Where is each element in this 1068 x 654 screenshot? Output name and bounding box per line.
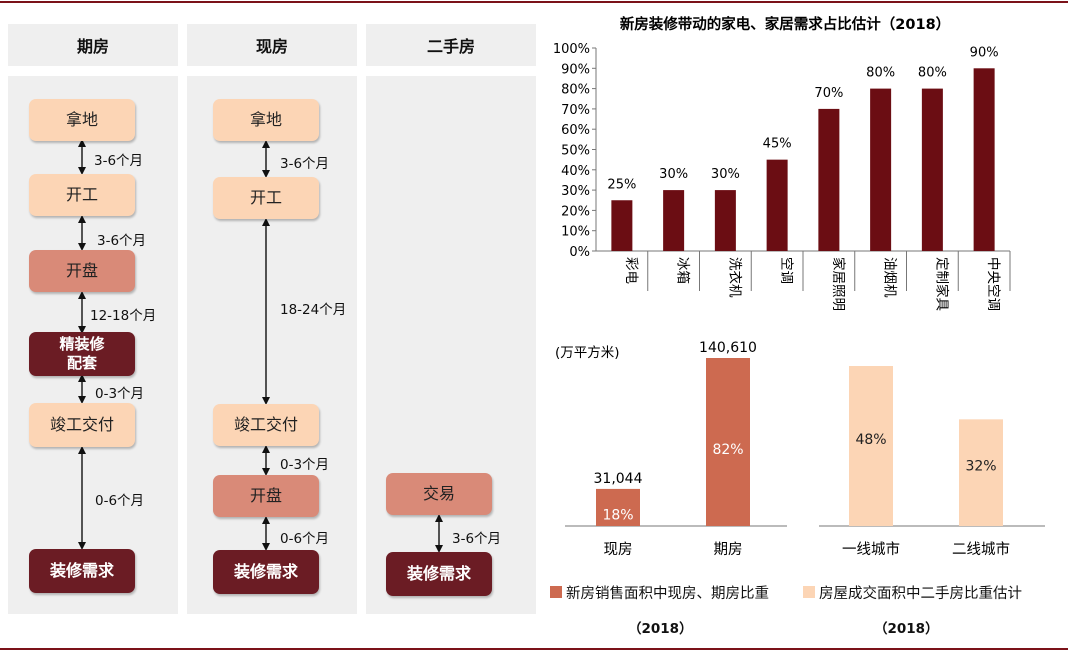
chart-demand-share: 新房装修带动的家电、家居需求占比估计（2018） 0% 10% 20% 30% 40% 50… <box>553 15 1011 311</box>
chart1-value-label: 30% <box>659 167 688 182</box>
chart1-value-label: 45% <box>763 137 792 152</box>
chart1-y-tick-label: 10% <box>561 225 590 240</box>
chart1-y-tick-label: 50% <box>561 144 590 159</box>
flow-arrows <box>78 139 443 553</box>
chart1-bar <box>611 200 633 251</box>
step-c1-demand: 装修需求 <box>29 549 135 593</box>
step-c2-demand: 装修需求 <box>213 550 319 594</box>
chart2-category-label: 现房 <box>604 541 633 558</box>
step-c3-trade: 交易 <box>386 473 492 515</box>
chart-sales-area: (万平方米) 31,044 18% 现房 140,610 82% 期房 48% 一线城市 32% 二… <box>555 340 1045 558</box>
column-header-completed: 现房 <box>187 24 357 66</box>
chart1-x-tick-label: 彩电 <box>623 257 639 284</box>
chart1-value-label: 80% <box>866 66 895 81</box>
chart1-x-tick-label: 中央空调 <box>985 257 1001 311</box>
chart1-bar <box>818 108 840 252</box>
chart1-value-label: 25% <box>607 177 636 192</box>
chart1-bar <box>663 190 685 251</box>
chart2-share-label: 82% <box>712 442 743 458</box>
step-c1-decoration: 精装修 配套 <box>29 332 135 376</box>
chart1-x-tick-label: 冰箱 <box>675 257 691 284</box>
step-c2-start: 开工 <box>213 177 319 219</box>
column-header-presale: 期房 <box>8 24 178 66</box>
chart2-bar-a <box>706 358 750 526</box>
step-c3-demand: 装修需求 <box>386 552 492 596</box>
bottom-rule <box>0 648 1068 650</box>
step-c2-delivery: 竣工交付 <box>213 404 319 446</box>
chart1-y-tick-label: 30% <box>561 184 590 199</box>
duration-c2-3: 0-3个月 <box>280 457 330 473</box>
chart1-value-label: 80% <box>918 66 947 81</box>
duration-c2-4: 0-6个月 <box>280 531 330 547</box>
chart2-category-label: 一线城市 <box>842 541 900 558</box>
step-c2-open: 开盘 <box>213 475 319 517</box>
chart2-bar-b <box>959 419 1003 526</box>
chart1-y-tick-label: 20% <box>561 204 590 219</box>
legend-year-newhome: （2018） <box>628 621 693 637</box>
legend-swatch-salmon <box>550 586 562 598</box>
chart1-x-tick-label: 油烟机 <box>882 257 898 298</box>
duration-c3-1: 3-6个月 <box>452 531 502 547</box>
chart1-value-label: 30% <box>711 167 740 182</box>
duration-c1-5: 0-6个月 <box>95 493 145 509</box>
chart1-x-tick-label: 洗衣机 <box>726 257 742 298</box>
chart2-bar-b <box>849 366 893 526</box>
chart1-value-label: 70% <box>814 86 843 101</box>
legend-swatch-peach <box>803 586 815 598</box>
chart1-bar <box>870 88 892 251</box>
chart2-category-label: 二线城市 <box>952 541 1010 558</box>
chart1-y-tick-label: 40% <box>561 164 590 179</box>
duration-c1-4: 0-3个月 <box>95 386 145 402</box>
duration-c2-2: 18-24个月 <box>280 302 347 318</box>
step-c1-land: 拿地 <box>29 99 135 141</box>
chart1-bar <box>921 88 943 251</box>
step-c1-open: 开盘 <box>29 250 135 292</box>
legend-year-secondhand: （2018） <box>874 621 939 637</box>
chart2-value-label: 31,044 <box>594 471 643 487</box>
chart1-bar <box>766 159 788 251</box>
column-header-secondhand: 二手房 <box>366 24 536 66</box>
chart1-y-tick-label: 80% <box>561 83 590 98</box>
chart1-bar <box>714 190 736 251</box>
chart1-y-tick-label: 90% <box>561 62 590 77</box>
chart2-share-label: 48% <box>855 432 886 448</box>
chart2-category-label: 期房 <box>714 541 743 558</box>
duration-c1-1: 3-6个月 <box>94 153 144 169</box>
chart1-y-tick-label: 60% <box>561 123 590 138</box>
duration-c1-2: 3-6个月 <box>97 233 147 249</box>
chart1-x-tick-label: 空调 <box>778 257 794 284</box>
chart2-value-label: 140,610 <box>699 340 757 356</box>
chart2-share-label: 32% <box>965 459 996 475</box>
legend-label-secondhand: 房屋成交面积中二手房比重估计 <box>819 586 1022 602</box>
chart1-x-tick-label: 定制家具 <box>933 257 950 311</box>
step-c1-start: 开工 <box>29 174 135 216</box>
column-body-completed <box>187 76 357 614</box>
duration-c1-3: 12-18个月 <box>90 308 157 324</box>
duration-c2-1: 3-6个月 <box>280 156 330 172</box>
legend-label-newhome: 新房销售面积中现房、期房比重 <box>566 586 769 602</box>
column-body-secondhand <box>366 76 536 614</box>
chart1-y-tick-label: 100% <box>553 42 590 57</box>
chart2-bar-a <box>596 488 640 526</box>
chart1-title: 新房装修带动的家电、家居需求占比估计（2018） <box>620 15 950 33</box>
step-c2-land: 拿地 <box>213 99 319 141</box>
top-rule <box>0 1 1068 3</box>
chart1-y-tick-label: 0% <box>569 245 590 260</box>
chart1-y-tick-label: 70% <box>561 103 590 118</box>
chart2-unit-label: (万平方米) <box>555 345 620 361</box>
chart1-x-tick-label: 家居照明 <box>830 257 847 311</box>
chart1-value-label: 90% <box>970 45 999 60</box>
chart1-bar <box>973 68 995 251</box>
chart2-share-label: 18% <box>602 507 633 523</box>
step-c1-delivery: 竣工交付 <box>29 403 135 447</box>
